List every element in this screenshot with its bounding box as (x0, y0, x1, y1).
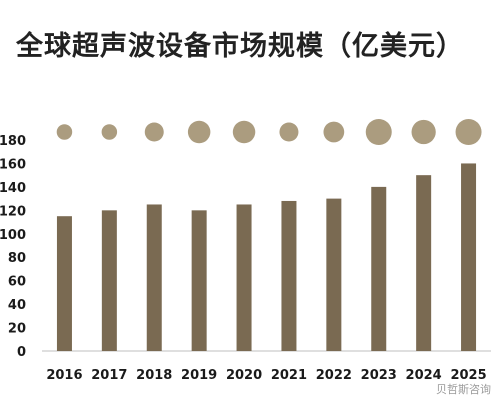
x-tick-label: 2016 (46, 368, 82, 383)
y-tick-label: 100 (0, 228, 26, 243)
x-tick-label: 2023 (361, 368, 397, 383)
bubble-marker (232, 120, 256, 144)
bubble-marker (411, 119, 436, 145)
y-tick-label: 20 (8, 322, 26, 337)
y-tick-label: 40 (8, 298, 26, 313)
bubble-marker (455, 119, 482, 145)
chart-title: 全球超声波设备市场规模（亿美元） (16, 31, 464, 62)
watermark-text: 贝哲斯咨询 (436, 383, 491, 396)
bar (56, 216, 72, 351)
x-axis-ticks: 2016 2017 2018 2019 2020 2021 2022 2023 2024 2025 (46, 368, 486, 383)
bar (416, 175, 432, 351)
y-tick-label: 180 (0, 134, 26, 149)
bar (101, 210, 117, 351)
y-tick-label: 120 (0, 204, 26, 219)
x-tick-label: 2018 (136, 368, 172, 383)
y-tick-label: 160 (0, 157, 26, 172)
bubble-marker (323, 121, 345, 143)
x-tick-label: 2021 (271, 368, 307, 383)
x-tick-label: 2024 (406, 368, 442, 383)
bubble-marker (56, 124, 73, 140)
y-tick-label: 80 (8, 251, 26, 266)
bar (191, 210, 207, 351)
bubble-marker (365, 119, 392, 145)
bar (461, 163, 477, 351)
bubble-marker (279, 122, 299, 142)
bubble-row (56, 119, 482, 145)
bar (236, 204, 252, 351)
x-tick-label: 2020 (226, 368, 262, 383)
x-tick-label: 2017 (91, 368, 127, 383)
bar (146, 204, 162, 351)
y-axis-ticks: 0 20 40 60 80 100 120 140 160 180 (0, 134, 26, 360)
bar-series (56, 163, 477, 351)
bubble-marker (187, 120, 211, 144)
bar (326, 198, 342, 351)
y-tick-label: 60 (8, 275, 26, 290)
y-tick-label: 140 (0, 181, 26, 196)
bubble-marker (144, 122, 164, 142)
bar (281, 200, 297, 351)
x-tick-label: 2025 (450, 368, 486, 383)
bar (371, 186, 387, 351)
bubble-marker (101, 124, 118, 140)
y-tick-label: 0 (17, 345, 26, 360)
x-tick-label: 2022 (316, 368, 352, 383)
x-tick-label: 2019 (181, 368, 217, 383)
